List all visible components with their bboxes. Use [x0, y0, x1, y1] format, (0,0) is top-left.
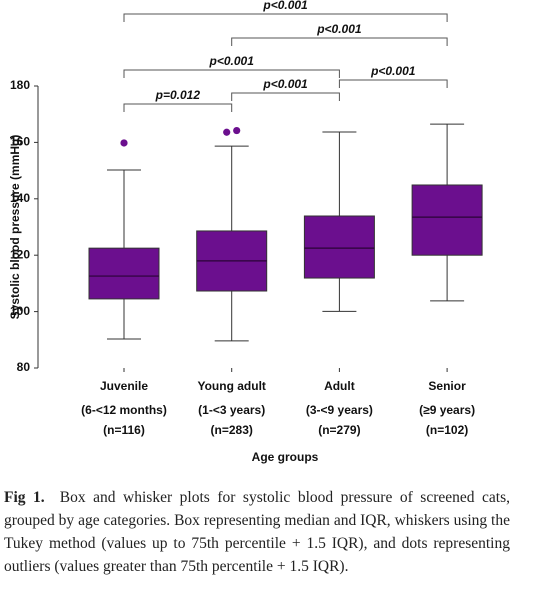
caption-text: Box and whisker plots for systolic blood… [4, 489, 511, 575]
significance-label: p<0.001 [262, 77, 308, 91]
x-tick-label: Juvenile [100, 379, 148, 393]
x-tick-detail: (≥9 years) [419, 403, 475, 417]
y-tick-label: 120 [10, 247, 30, 261]
x-tick-detail: (6-<12 months) [81, 403, 167, 417]
significance-bracket [231, 92, 340, 101]
x-tick-label: Adult [324, 379, 355, 393]
outlier [223, 128, 231, 136]
x-tick-detail: (n=116) [103, 423, 145, 437]
y-tick-label: 180 [10, 78, 30, 92]
significance-bracket [123, 13, 448, 22]
significance-bracket [123, 69, 340, 78]
chart: Systolic blood pressure (mmHg) Age group… [8, 0, 483, 464]
x-tick-detail: (n=283) [211, 423, 253, 437]
x-tick-label: Senior [428, 379, 466, 393]
x-tick-detail: (1-<3 years) [198, 403, 265, 417]
y-tick-label: 140 [10, 191, 30, 205]
box [411, 184, 483, 256]
x-axis-label: Age groups [252, 450, 319, 464]
caption: Fig 1. Box and whisker plots for systoli… [4, 486, 510, 578]
x-tick-detail: (3-<9 years) [306, 403, 373, 417]
significance-label: p=0.012 [155, 88, 201, 102]
significance-bracket [231, 37, 448, 46]
significance-bracket [338, 79, 448, 88]
x-tick-detail: (n=102) [426, 423, 468, 437]
significance-label: p<0.001 [262, 0, 308, 12]
significance-bracket [123, 103, 233, 112]
caption-label: Fig 1. [4, 489, 45, 506]
significance-label: p<0.001 [209, 54, 255, 68]
x-tick-detail: (n=279) [318, 423, 360, 437]
y-tick-label: 160 [10, 135, 30, 149]
outlier [120, 139, 128, 147]
outlier [233, 126, 241, 135]
significance-label: p<0.001 [316, 22, 362, 36]
significance-label: p<0.001 [370, 64, 416, 78]
box [303, 215, 375, 279]
x-tick-label: Young adult [197, 379, 265, 393]
box [88, 247, 160, 300]
y-axis-label: Systolic blood pressure (mmHg) [8, 135, 22, 320]
y-tick-label: 100 [10, 304, 30, 318]
y-tick-label: 80 [17, 360, 31, 374]
